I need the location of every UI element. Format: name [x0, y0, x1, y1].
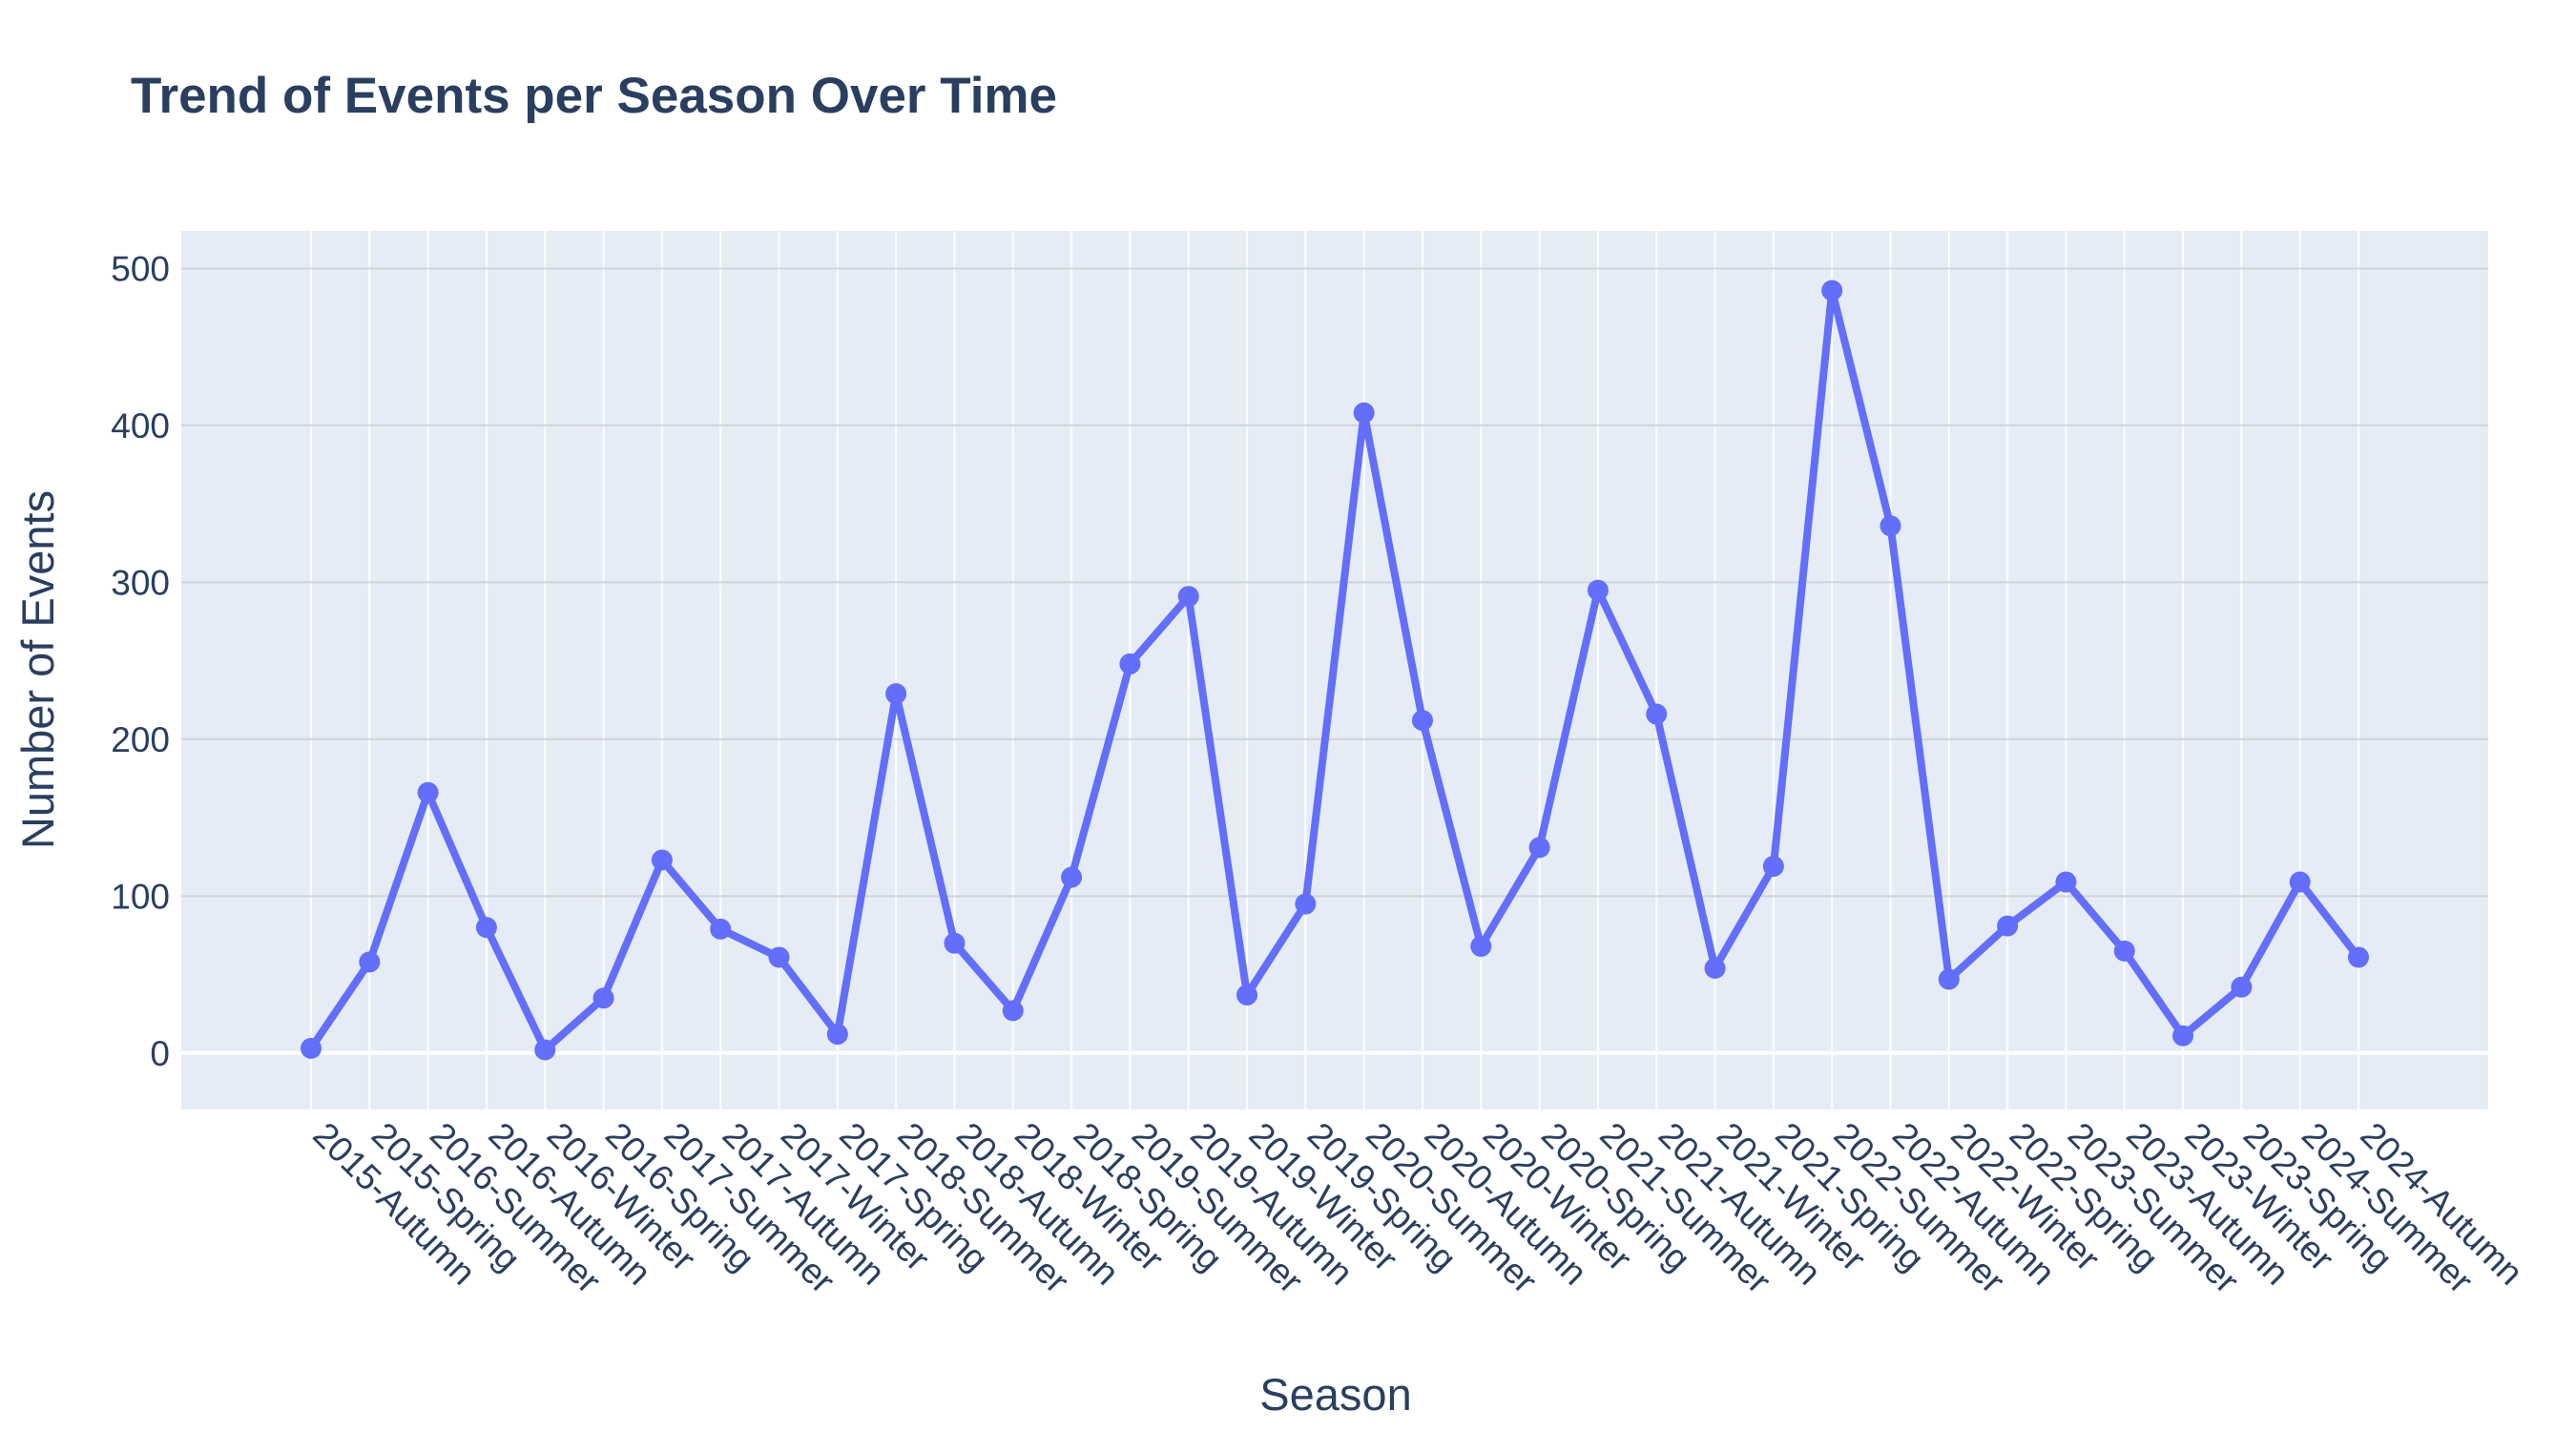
y-tick-label: 300	[111, 563, 170, 602]
data-point	[1295, 893, 1317, 915]
data-point	[1646, 703, 1668, 725]
data-point	[301, 1037, 322, 1059]
data-point	[1061, 866, 1083, 888]
data-point	[2348, 946, 2369, 968]
data-point	[1587, 579, 1609, 601]
series-line	[307, 286, 2362, 1054]
chart-title: Trend of Events per Season Over Time	[131, 68, 1057, 124]
y-gridlines	[181, 267, 2488, 1055]
data-point	[1762, 856, 1784, 878]
data-point	[359, 951, 381, 973]
data-point	[1119, 653, 1141, 674]
data-point	[710, 918, 732, 940]
x-axis-ticks: 2015-Autumn2015-Spring2016-Summer2016-Au…	[305, 1115, 2530, 1301]
y-tick-label: 200	[111, 720, 170, 759]
data-point	[534, 1039, 556, 1061]
data-point	[1470, 935, 1492, 957]
data-point	[651, 849, 673, 871]
data-point	[2113, 940, 2135, 962]
y-tick-label: 0	[150, 1034, 170, 1073]
y-tick-label: 100	[111, 877, 170, 916]
x-axis-title: Season	[1259, 1369, 1411, 1420]
data-point	[592, 987, 614, 1009]
data-point	[826, 1024, 848, 1046]
data-point	[2231, 976, 2253, 998]
data-point	[475, 917, 497, 939]
data-point	[1177, 586, 1199, 608]
data-point	[1411, 710, 1433, 732]
data-point	[1002, 1000, 1024, 1022]
data-point	[2289, 871, 2311, 893]
data-point	[1528, 837, 1550, 859]
data-point	[1938, 968, 1960, 990]
data-point	[1821, 280, 1843, 301]
data-point	[2172, 1025, 2194, 1047]
y-axis-ticks: 0 100 200 300 400 500	[111, 249, 170, 1072]
y-axis-title: Number of Events	[12, 490, 63, 849]
y-tick-label: 400	[111, 406, 170, 446]
data-point	[1880, 515, 1901, 537]
y-tick-label: 500	[111, 249, 170, 288]
data-point	[944, 932, 966, 954]
series-events	[301, 280, 2369, 1061]
data-point	[1236, 984, 1258, 1006]
data-point	[2055, 871, 2077, 893]
data-point	[885, 683, 907, 705]
data-point	[1353, 402, 1375, 424]
data-point	[1704, 957, 1726, 979]
data-point	[417, 781, 439, 803]
data-point	[1997, 915, 2019, 937]
data-point	[768, 946, 790, 968]
